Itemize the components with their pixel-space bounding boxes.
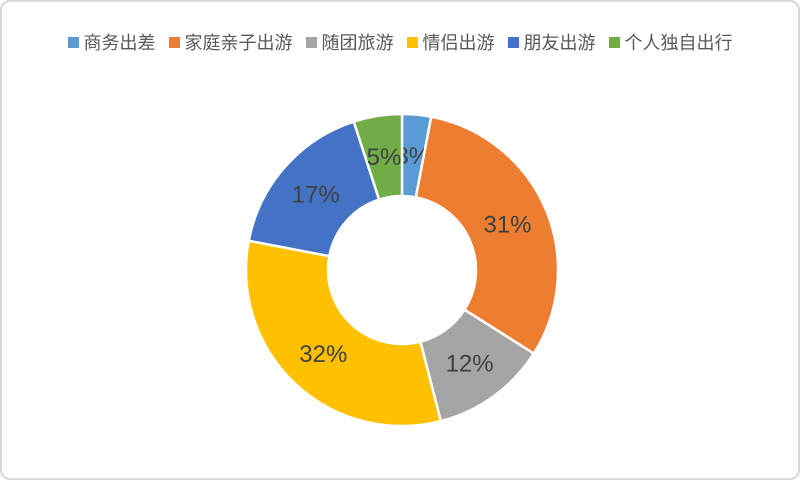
- legend-swatch-icon: [67, 36, 79, 48]
- legend-item-2[interactable]: 家庭亲子出游: [168, 29, 293, 55]
- pie-slice-2[interactable]: [414, 115, 560, 355]
- legend-label: 随团旅游: [321, 33, 394, 53]
- legend-label: 朋友出游: [523, 33, 596, 53]
- legend-label: 家庭亲子出游: [184, 33, 293, 53]
- legend-item-5[interactable]: 朋友出游: [507, 29, 596, 55]
- legend-swatch-icon: [168, 36, 180, 48]
- legend-item-3[interactable]: 随团旅游: [305, 29, 394, 55]
- data-label-3: 12%: [446, 350, 494, 377]
- legend-swatch-icon: [305, 36, 317, 48]
- legend-label: 商务出差: [83, 33, 156, 53]
- chart-legend: 商务出差 家庭亲子出游 随团旅游 情侣出游 朋友出游 个人独自出行: [2, 29, 798, 55]
- data-label-4: 32%: [299, 341, 347, 368]
- legend-item-6[interactable]: 个人独自出行: [608, 29, 733, 55]
- data-label-2: 31%: [483, 212, 531, 239]
- data-label-5: 17%: [292, 181, 340, 208]
- data-label-6: 5%: [367, 144, 402, 171]
- legend-item-1[interactable]: 商务出差: [67, 29, 156, 55]
- pie-slice-4[interactable]: [244, 239, 443, 428]
- pie-slice-6[interactable]: [352, 112, 404, 201]
- legend-swatch-icon: [507, 36, 519, 48]
- legend-label: 情侣出游: [422, 33, 495, 53]
- legend-swatch-icon: [406, 36, 418, 48]
- legend-item-4[interactable]: 情侣出游: [406, 29, 495, 55]
- pie-slice-5[interactable]: [247, 120, 381, 258]
- legend-label: 个人独自出行: [624, 33, 733, 53]
- legend-swatch-icon: [608, 36, 620, 48]
